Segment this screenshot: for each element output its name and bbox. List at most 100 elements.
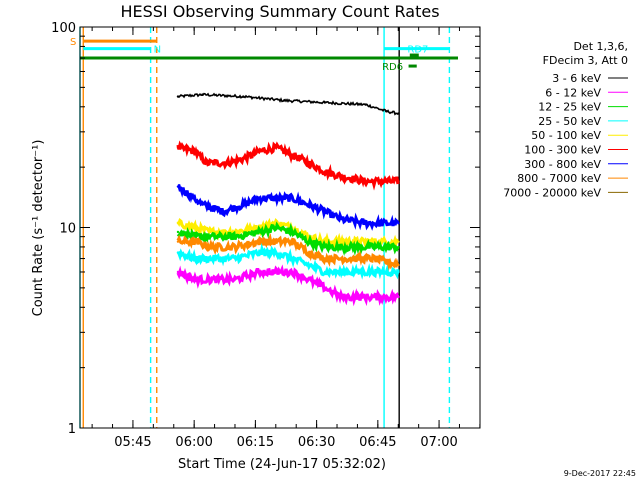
flag-label-rd6: RD6 <box>382 62 403 73</box>
data-point <box>340 295 343 299</box>
series-line <box>176 140 400 191</box>
x-tick-label: 06:30 <box>298 435 335 450</box>
data-point <box>221 210 225 213</box>
data-point <box>176 230 180 234</box>
data-point <box>307 203 310 206</box>
data-point <box>193 240 196 243</box>
data-point <box>209 245 212 249</box>
data-point <box>397 240 400 243</box>
data-point <box>258 270 261 274</box>
series-line <box>176 264 400 307</box>
data-point <box>225 161 229 165</box>
data-point <box>205 161 208 165</box>
data-point <box>176 185 180 188</box>
x-axis-label: Start Time (24-Jun-17 05:32:02) <box>178 457 386 472</box>
data-point <box>307 240 310 243</box>
data-point <box>384 110 388 113</box>
data-point <box>209 235 212 238</box>
data-point <box>209 257 212 260</box>
data-point <box>242 203 245 206</box>
legend-label: 6 - 12 keV <box>545 86 601 99</box>
y-tick-label: 1 <box>68 422 76 437</box>
data-point <box>348 270 351 274</box>
data-point <box>209 278 212 281</box>
data-point <box>291 197 294 200</box>
legend-label: 300 - 800 keV <box>524 158 601 171</box>
data-point <box>176 270 180 274</box>
data-point <box>274 226 278 229</box>
data-point <box>307 263 310 267</box>
data-point <box>193 278 196 281</box>
x-tick-label: 07:00 <box>420 435 457 450</box>
legend-label: 100 - 300 keV <box>524 144 601 157</box>
data-point <box>397 112 400 115</box>
data-point <box>348 257 351 260</box>
data-point <box>282 99 286 102</box>
y-axis-label: Count Rate (s⁻¹ detector⁻¹) <box>31 140 46 317</box>
flag-label-s: S <box>70 37 76 48</box>
data-point <box>397 263 400 267</box>
data-point <box>323 270 327 274</box>
data-point <box>397 180 400 183</box>
series-100-300-keV <box>176 140 400 191</box>
data-point <box>307 161 310 165</box>
series-12-25-keV <box>176 221 400 256</box>
data-point <box>201 203 204 206</box>
data-point <box>233 235 237 238</box>
data-point <box>258 150 261 153</box>
data-point <box>184 190 188 194</box>
data-point <box>274 240 278 243</box>
data-point <box>397 222 400 225</box>
series-6-12-keV <box>176 264 400 307</box>
data-point <box>340 175 343 178</box>
data-point <box>397 295 400 299</box>
data-point <box>291 257 294 260</box>
legend-header-line-1: Det 1,3,6, <box>573 40 628 53</box>
chart-title: HESSI Observing Summary Count Rates <box>120 2 439 21</box>
data-point <box>258 230 261 234</box>
x-tick-label: 06:00 <box>175 435 212 450</box>
series-800-7000-keV <box>176 232 400 272</box>
data-point <box>258 251 261 254</box>
data-point <box>364 222 367 225</box>
data-point <box>176 95 180 98</box>
legend-label: 7000 - 20000 keV <box>503 186 601 199</box>
series-3-6-keV <box>176 92 400 116</box>
data-point <box>242 157 245 161</box>
y-tick-label: 10 <box>59 222 76 237</box>
data-point <box>201 93 204 96</box>
legend-header-line-2: FDecim 3, Att 0 <box>543 54 628 67</box>
data-point <box>364 103 367 106</box>
data-point <box>209 230 212 234</box>
data-point <box>274 270 278 274</box>
series-line <box>176 221 400 256</box>
flag-bars: S N RD7 RD6 <box>70 37 458 73</box>
data-point <box>176 222 180 225</box>
legend-label: 3 - 6 keV <box>552 72 601 85</box>
legend-label: 25 - 50 keV <box>538 115 601 128</box>
x-tick-label: 05:45 <box>114 435 151 450</box>
data-point <box>323 245 327 249</box>
y-tick-label: 100 <box>51 21 76 36</box>
data-point <box>274 146 278 149</box>
series-line <box>176 232 400 272</box>
flag-label-n: N <box>154 45 161 56</box>
data-point <box>233 245 237 249</box>
data-point <box>307 251 310 254</box>
data-point <box>372 270 376 274</box>
data-point <box>176 240 180 243</box>
data-point <box>258 240 261 243</box>
data-point <box>193 257 196 260</box>
data-point <box>323 286 327 290</box>
series-line <box>176 242 400 280</box>
data-point <box>176 251 180 254</box>
flag-label-rd7: RD7 <box>407 45 428 56</box>
data-point <box>372 257 376 260</box>
data-point <box>323 257 327 260</box>
data-point <box>372 245 376 249</box>
data-point <box>176 146 180 149</box>
series-layer <box>176 92 400 307</box>
data-point <box>291 270 294 274</box>
data-point <box>323 101 327 104</box>
